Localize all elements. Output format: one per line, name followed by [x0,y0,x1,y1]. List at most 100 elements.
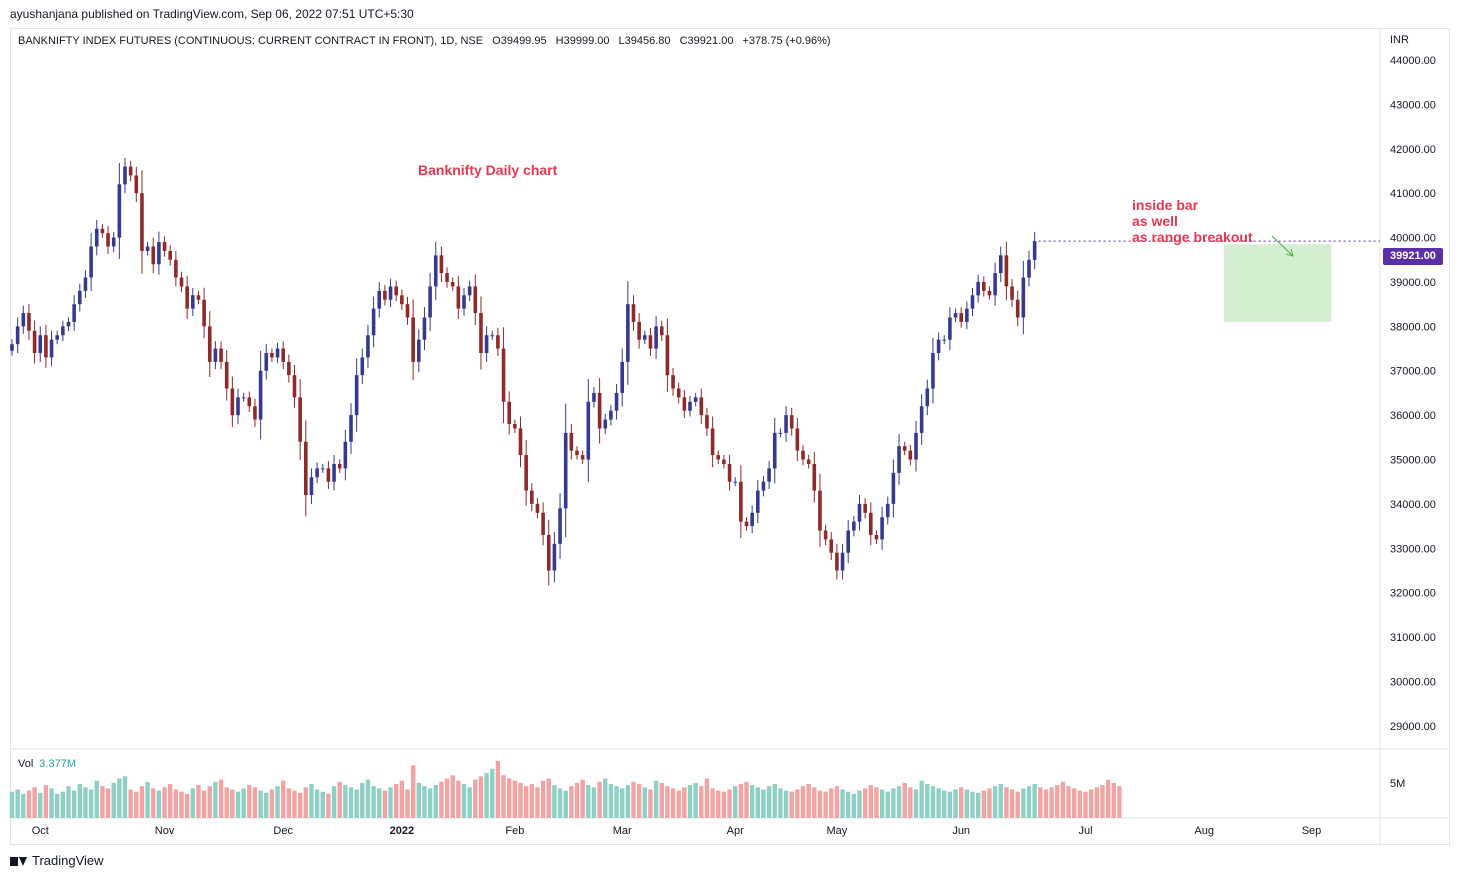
candle-body [575,450,579,456]
volume-bar [591,787,597,818]
volume-bar [1015,791,1020,818]
candle-body [270,352,274,358]
candle-body [134,175,139,194]
candle-body [224,361,229,389]
candle-body [473,286,478,314]
x-tick-label: Aug [1194,825,1214,837]
candle-body [94,228,99,247]
candle-body [174,259,178,278]
footer-brand[interactable]: TradingView [32,853,104,868]
candle-body [688,401,692,411]
tradingview-logo-icon [10,855,28,867]
volume-bar [422,786,427,818]
candle-body [902,446,907,451]
volume-bar [959,787,964,818]
candle-body [236,397,240,416]
volume-bar [783,790,789,818]
volume-bar [1021,788,1026,818]
volume-bar [196,785,201,818]
volume-bar [433,785,438,818]
volume-bar [365,779,371,818]
candle-body [682,397,687,411]
x-tick-label: Jul [1078,825,1092,837]
symbol-name[interactable]: BANKNIFTY INDEX FUTURES (CONTINUOUS: CUR… [18,35,484,47]
candle-body [411,317,415,362]
volume-bar [224,787,229,818]
volume-bar [529,784,534,818]
candle-body [196,295,201,300]
volume-bar [371,786,376,818]
volume-bar [851,793,857,818]
candle-body [756,490,760,513]
candle-body [72,304,76,322]
volume-bar [953,789,958,818]
candle-body [541,512,545,535]
candle-body [388,286,393,300]
candle-body [230,388,235,416]
volume-bar [1072,788,1077,818]
volume-bar [179,791,184,818]
candle-body [49,339,54,358]
y-tick-label: 31000.00 [1390,632,1436,644]
candle-body [168,250,172,260]
candle-body [710,428,715,456]
volume-bar [975,792,981,818]
volume-bar [812,787,817,818]
volume-bar [721,791,727,818]
candle-body [100,228,105,234]
candle-body [897,446,901,473]
volume-bar [620,788,625,818]
volume-bar [625,785,631,818]
candle-body [801,450,805,460]
candle-body [479,313,483,353]
volume-bar [32,787,37,818]
volume-bar [1043,789,1049,818]
candle-body [524,455,528,491]
candle-body [128,166,133,176]
candle-body [705,415,709,429]
candle-body [835,552,839,571]
volume-bar [450,775,455,818]
candle-body [281,348,285,362]
volume-bar [879,789,885,818]
low-value: L39456.80 [618,35,671,47]
volume-bar [405,789,410,818]
candle-body [467,286,472,296]
volume-bar [55,793,60,818]
x-tick-label: Feb [505,825,524,837]
candle-body [428,286,432,318]
volume-bar [908,787,913,818]
volume-bar [456,780,461,818]
volume-bar [806,784,811,818]
candle-body [496,335,500,349]
chart-frame [10,28,1450,845]
candle-body [874,534,879,540]
candle-body [976,281,980,296]
candle-body [501,348,506,402]
volume-bar [88,789,94,818]
volume-bar [642,787,647,818]
volume-bar [840,789,845,818]
candle-body [157,242,161,265]
volume-bar [60,791,66,818]
candle-body [535,503,540,513]
volume-bar [563,790,568,818]
volume-bar [540,780,546,818]
volume-bar [1055,785,1060,818]
volume-bar [230,789,235,818]
candle-body [586,401,591,460]
volume-bar [738,784,744,818]
candle-body [965,308,969,322]
y-tick-label: 40000.00 [1390,233,1436,245]
candle-body [530,490,534,504]
volume-bar [241,788,246,818]
candle-body [1021,277,1026,318]
volume-bar [998,784,1003,818]
candle-body [620,361,624,393]
volume-bar [518,782,523,818]
volume-bar [139,786,145,818]
volume-bar [247,785,252,818]
volume-bar [557,788,563,818]
volume-bar [614,786,619,818]
